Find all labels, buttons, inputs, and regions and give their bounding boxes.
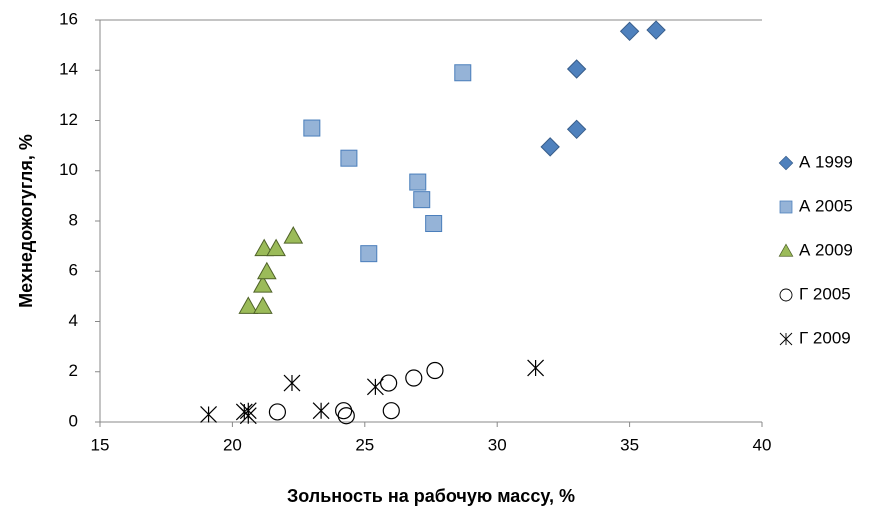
square-marker (779, 200, 793, 214)
y-tick-label: 16 (59, 9, 78, 28)
circle-marker (426, 361, 444, 380)
diamond-marker (540, 137, 560, 157)
y-tick-label: 8 (69, 210, 78, 229)
legend-label: А 2005 (799, 196, 853, 215)
square-marker (409, 173, 427, 191)
square-marker (454, 64, 472, 82)
x-tick-label: 30 (488, 435, 507, 454)
x-tick-label: 20 (223, 435, 242, 454)
y-tick-label: 2 (69, 361, 78, 380)
square-marker (413, 191, 431, 209)
legend-label: А 2009 (799, 240, 853, 259)
triangle-marker (254, 238, 275, 257)
circle-marker (335, 402, 353, 420)
y-tick-label: 14 (59, 60, 78, 79)
x-tick-label: 15 (91, 435, 110, 454)
y-tick-label: 6 (69, 261, 78, 280)
y-tick-label: 0 (69, 411, 78, 430)
triangle-marker (778, 243, 794, 257)
legend-label: Г 2005 (799, 284, 851, 303)
star-marker (283, 374, 301, 392)
diamond-marker (566, 119, 587, 140)
y-tick-label: 10 (59, 160, 78, 179)
diamond-marker (778, 155, 794, 171)
triangle-marker (256, 261, 277, 280)
triangle-marker (252, 296, 273, 314)
square-marker (425, 215, 443, 233)
diamond-marker (646, 20, 666, 40)
x-axis-label: Зольность на рабочую массу, % (287, 486, 575, 506)
legend-label: Г 2009 (799, 328, 851, 347)
triangle-marker (252, 275, 273, 293)
star-marker (366, 378, 384, 396)
circle-marker (405, 369, 423, 387)
diamond-marker (566, 59, 587, 79)
y-tick-label: 12 (59, 110, 78, 129)
y-axis-label: Мехнедожогугля, % (16, 134, 36, 308)
square-marker (360, 245, 378, 263)
square-marker (303, 119, 321, 137)
x-tick-label: 25 (355, 435, 374, 454)
star-marker (779, 332, 793, 346)
triangle-marker (238, 296, 259, 314)
diamond-marker (619, 21, 640, 42)
legend-label: А 1999 (799, 152, 853, 171)
circle-marker (268, 403, 287, 421)
triangle-marker (266, 238, 286, 257)
circle-marker (779, 288, 793, 302)
square-marker (340, 149, 358, 167)
star-marker (527, 359, 545, 377)
circle-marker (382, 402, 400, 420)
star-marker (312, 402, 330, 420)
star-marker (239, 402, 257, 420)
y-tick-label: 4 (69, 311, 78, 330)
star-marker (200, 406, 217, 423)
x-tick-label: 40 (753, 435, 772, 454)
x-tick-label: 35 (620, 435, 639, 454)
circle-marker (380, 374, 398, 392)
circle-marker (337, 407, 355, 425)
triangle-marker (283, 226, 304, 244)
